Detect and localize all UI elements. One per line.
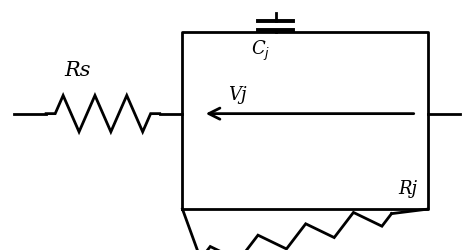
Text: Vj: Vj (228, 86, 246, 104)
Text: Rj: Rj (398, 180, 418, 198)
Text: Rs: Rs (64, 60, 91, 80)
Text: C$_j$: C$_j$ (251, 39, 270, 63)
